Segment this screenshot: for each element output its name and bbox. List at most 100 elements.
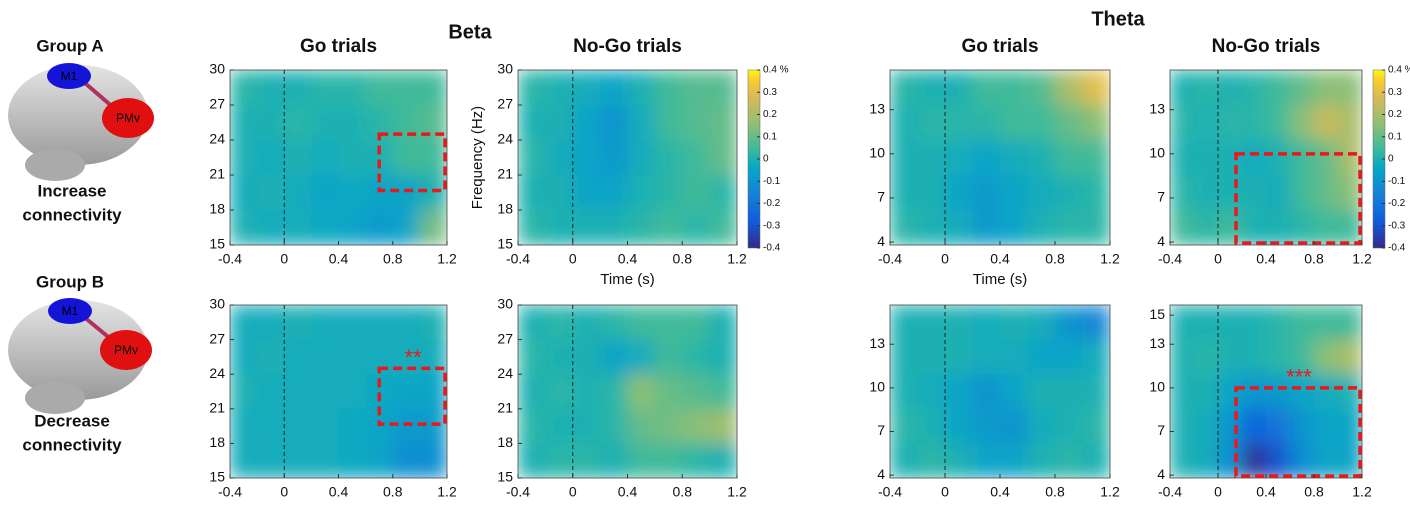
heatmap-cell (1338, 339, 1362, 375)
heatmap-cell (230, 175, 258, 211)
heatmap-cell (338, 210, 367, 245)
heatmap-cell (1170, 305, 1195, 341)
y-tick-label: 18 (209, 201, 225, 217)
heatmap-cell (230, 210, 258, 245)
heatmap-cell (890, 210, 919, 245)
heatmap (230, 305, 447, 478)
brain-label: M1 (61, 69, 78, 83)
x-tick-label: 0.4 (329, 251, 349, 267)
y-tick-label: 7 (877, 189, 885, 205)
heatmap-cell (709, 443, 737, 478)
heatmap-cell (545, 408, 574, 444)
heatmap-cell (518, 175, 546, 211)
heatmap-cell (1055, 70, 1084, 106)
y-tick-label: 4 (1157, 233, 1165, 249)
brain-illustration: M1 PMv (8, 63, 154, 181)
heatmap-cell (1242, 443, 1267, 478)
heatmap-cell (1194, 140, 1219, 176)
y-tick-label: 27 (209, 330, 225, 346)
heatmap-cell (284, 408, 312, 444)
heatmap-cell (1194, 210, 1219, 245)
heatmap-cell (257, 175, 285, 211)
heatmap-cell (518, 105, 546, 141)
heatmap-cell (972, 305, 1001, 341)
x-tick-label: 1.2 (437, 251, 457, 267)
heatmap-cell (1266, 175, 1291, 211)
y-tick-label: 18 (497, 434, 513, 450)
heatmap-cell (1000, 70, 1029, 106)
heatmap-cell (392, 305, 421, 341)
heatmap-cell (1082, 374, 1110, 410)
heatmap-cell (311, 374, 340, 410)
heatmap-cell (1338, 443, 1362, 478)
heatmap-cell (365, 70, 394, 106)
heatmap-cell (627, 305, 656, 341)
y-tick-label: 13 (1149, 100, 1165, 116)
x-tick-label: 0.4 (990, 251, 1010, 267)
heatmap-cell (392, 443, 421, 478)
heatmap-cell (1338, 408, 1362, 444)
heatmap-cell (1082, 339, 1110, 375)
highlight-box (377, 132, 447, 193)
heatmap-cell (284, 339, 312, 375)
heatmap-cell (1218, 210, 1243, 245)
heatmap (518, 70, 737, 245)
heatmap-cell (654, 305, 683, 341)
x-axis-label: Time (s) (600, 271, 654, 288)
heatmap-cell (257, 305, 285, 341)
x-tick-label: 1.2 (1352, 484, 1372, 500)
colorbar-tick-label: 0 (1388, 154, 1394, 165)
heatmap-cell (1082, 443, 1110, 478)
panel-title: No-Go trials (1212, 36, 1321, 57)
heatmap-cell (709, 105, 737, 141)
heatmap-cell (1218, 408, 1243, 444)
heatmap-cell (600, 408, 629, 444)
heatmap-cell (1242, 70, 1267, 106)
heatmap-cell (1338, 305, 1362, 341)
heatmap-cell (572, 374, 601, 410)
y-tick-label: 10 (869, 145, 885, 161)
heatmap-cell (1218, 105, 1243, 141)
heatmap-cell (257, 374, 285, 410)
x-tick-label: -0.4 (878, 251, 902, 267)
significance-label: ** (405, 345, 423, 370)
heatmap-cell (338, 175, 367, 211)
x-tick-label: 1.2 (727, 251, 747, 267)
heatmap-cell (1266, 374, 1291, 410)
group-label: Group A (36, 36, 103, 55)
heatmap-cell (1290, 339, 1315, 375)
heatmap-cell (600, 210, 629, 245)
colorbar-tick-label: 0.3 (1388, 87, 1402, 98)
heatmap-cell (230, 140, 258, 176)
heatmap-cell (627, 210, 656, 245)
heatmap-cell (1055, 140, 1084, 176)
y-tick-label: 15 (1149, 306, 1165, 322)
colorbar-tick-label: 0.3 (763, 87, 777, 98)
heatmap-cells (230, 305, 447, 478)
heatmap-cell (1290, 175, 1315, 211)
heatmap-cell (972, 339, 1001, 375)
heatmap-cell (972, 374, 1001, 410)
band-title: Theta (1091, 8, 1145, 30)
heatmap-cell (945, 105, 974, 141)
y-tick-label: 27 (209, 96, 225, 112)
heatmap-cell (709, 408, 737, 444)
heatmap-cell (627, 70, 656, 106)
heatmap-cell (1290, 105, 1315, 141)
heatmap-cell (1338, 140, 1362, 176)
heatmap-cell (572, 408, 601, 444)
heatmap-cell (1266, 140, 1291, 176)
heatmap-cell (419, 70, 447, 106)
y-tick-label: 7 (877, 422, 885, 438)
heatmap-cell (1027, 408, 1056, 444)
heatmap-cell (945, 70, 974, 106)
group-caption: connectivity (22, 435, 122, 454)
heatmap-cell (1242, 339, 1267, 375)
heatmap-cell (917, 305, 946, 341)
heatmap-cell (311, 443, 340, 478)
heatmap-cell (1338, 210, 1362, 245)
heatmap-cell (1027, 175, 1056, 211)
heatmap-cell (917, 374, 946, 410)
heatmap-cell (1314, 408, 1339, 444)
heatmap-cell (545, 305, 574, 341)
